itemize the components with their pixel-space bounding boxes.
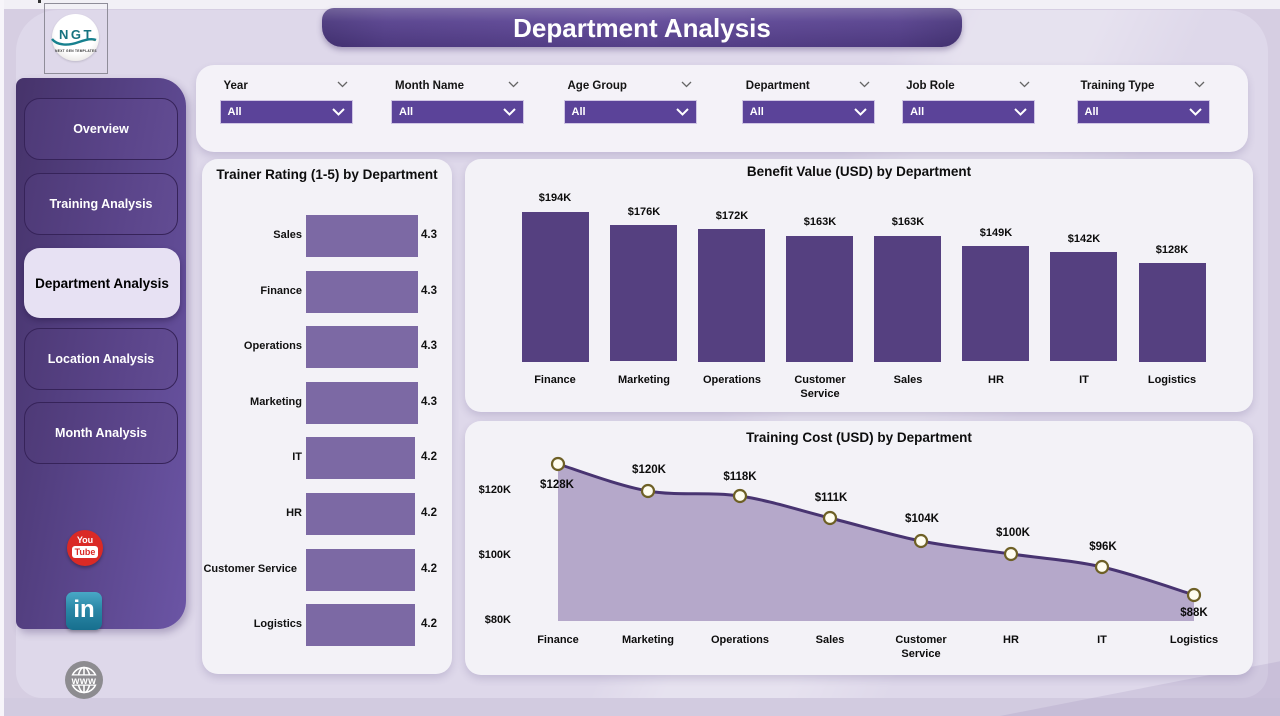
svg-text:www: www (71, 676, 97, 687)
